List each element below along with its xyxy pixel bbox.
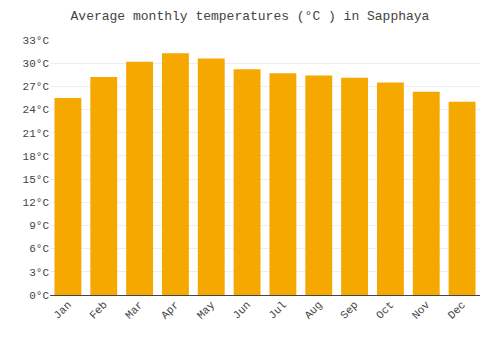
svg-text:Oct: Oct <box>374 299 396 321</box>
svg-text:30°C: 30°C <box>23 58 50 70</box>
svg-text:33°C: 33°C <box>23 35 50 47</box>
svg-text:21°C: 21°C <box>23 128 50 140</box>
svg-text:15°C: 15°C <box>23 174 50 186</box>
svg-text:Jul: Jul <box>266 299 288 321</box>
svg-text:3°C: 3°C <box>29 267 49 279</box>
svg-text:Average monthly temperatures (: Average monthly temperatures (°C ) in Sa… <box>71 9 430 24</box>
svg-text:0°C: 0°C <box>29 290 49 302</box>
svg-text:Mar: Mar <box>123 299 145 321</box>
svg-text:18°C: 18°C <box>23 151 50 163</box>
svg-text:Feb: Feb <box>87 299 109 321</box>
svg-text:12°C: 12°C <box>23 197 50 209</box>
svg-text:Nov: Nov <box>410 299 433 322</box>
svg-text:6°C: 6°C <box>29 243 49 255</box>
svg-text:Jan: Jan <box>51 299 73 321</box>
svg-text:9°C: 9°C <box>29 220 49 232</box>
svg-text:Aug: Aug <box>302 299 324 321</box>
svg-text:24°C: 24°C <box>23 104 50 116</box>
svg-text:27°C: 27°C <box>23 81 50 93</box>
svg-text:Jun: Jun <box>231 299 253 321</box>
svg-text:Apr: Apr <box>159 299 181 321</box>
svg-text:Sep: Sep <box>338 299 360 321</box>
svg-text:Dec: Dec <box>446 299 468 321</box>
svg-text:May: May <box>195 299 218 322</box>
